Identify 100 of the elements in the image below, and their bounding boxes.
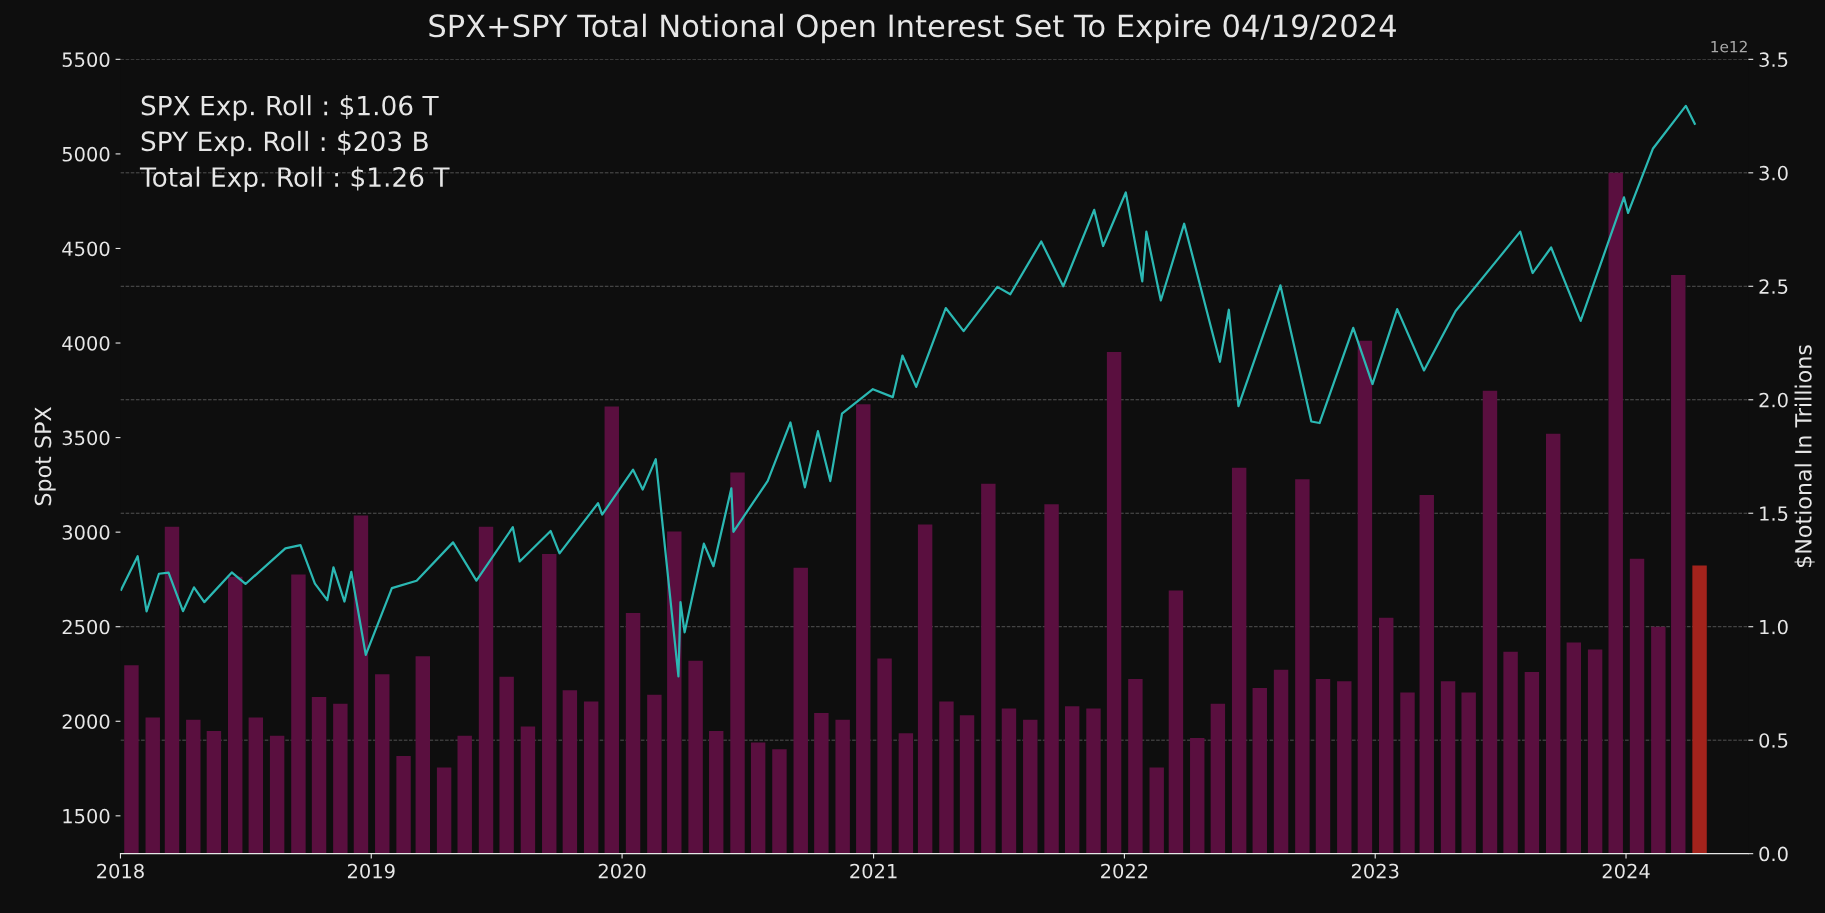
bar (164, 526, 180, 854)
bar (1651, 626, 1666, 854)
x-tick-label: 2023 (1351, 863, 1399, 879)
y-tick-label: 4000 (62, 335, 110, 351)
y-tick-label: 3500 (62, 430, 110, 446)
y-axis-title: Spot SPX (34, 407, 56, 506)
bar (542, 554, 557, 854)
bar (939, 701, 954, 854)
bar (1128, 678, 1143, 854)
bar (206, 731, 222, 854)
bar (730, 472, 745, 854)
y2-tick-label: 0.0 (1759, 846, 1788, 862)
bar (1379, 617, 1394, 854)
bar (520, 726, 536, 854)
bar (1168, 590, 1184, 854)
bar (124, 665, 139, 854)
bar (793, 567, 808, 854)
y-tick-label: 2500 (62, 619, 110, 635)
bar (186, 719, 201, 854)
bar (1086, 708, 1101, 854)
bar (457, 735, 472, 854)
annotation: SPX Exp. Roll : $1.06 T (141, 95, 439, 121)
bar (1419, 495, 1434, 854)
bar (333, 703, 348, 854)
bar (1337, 681, 1352, 854)
bar (478, 526, 494, 854)
y-tick-label: 2000 (62, 714, 110, 729)
bar (1503, 651, 1518, 854)
bar (1231, 467, 1247, 854)
bar (1190, 737, 1205, 854)
bar (1566, 642, 1582, 854)
x-tick-label: 2021 (850, 863, 897, 879)
y2-tick-label: 3.0 (1759, 165, 1788, 181)
bar (1440, 681, 1456, 854)
bar (415, 656, 431, 854)
bar (1106, 352, 1122, 854)
bar (353, 515, 369, 854)
y2-tick-label: 2.5 (1759, 279, 1788, 294)
bar (772, 749, 787, 854)
bar (1023, 719, 1038, 854)
annotation: SPY Exp. Roll : $203 B (141, 130, 428, 157)
bar (1252, 687, 1267, 854)
bar (269, 735, 285, 854)
bar (583, 701, 599, 854)
y2-tick-label: 3.5 (1759, 52, 1788, 68)
bar (1295, 479, 1310, 854)
x-tick-label: 2024 (1602, 863, 1650, 879)
y2-tick-label: 2.0 (1759, 392, 1788, 408)
y2-tick-label: 1.0 (1760, 619, 1788, 635)
bar (227, 576, 243, 854)
chart-title: SPX+SPY Total Notional Open Interest Set To Expire 04/19/2024 (429, 13, 1396, 44)
bar (814, 712, 829, 854)
bar (877, 658, 892, 854)
bar (375, 674, 390, 854)
x-tick-label: 2018 (97, 863, 144, 879)
y2-tick-label: 1.5 (1760, 506, 1788, 521)
bar (625, 613, 641, 854)
bar (667, 531, 682, 854)
bar (1545, 433, 1561, 854)
bar (1044, 504, 1059, 854)
bar (1482, 390, 1498, 854)
bar (1315, 678, 1331, 854)
bar (688, 660, 703, 854)
bar (898, 733, 914, 854)
bar (981, 483, 996, 854)
bar (959, 715, 975, 854)
y-tick-label: 1500 (63, 808, 110, 824)
bar (1357, 340, 1373, 854)
y-tick-label: 3000 (62, 525, 110, 540)
bar (604, 406, 619, 854)
bar (1149, 767, 1164, 854)
y2-tick-label: 0.5 (1759, 733, 1788, 748)
x-tick-label: 2020 (598, 863, 646, 879)
bar (1587, 649, 1603, 854)
x-tick-label: 2019 (347, 863, 395, 879)
bar (1608, 172, 1623, 854)
bar (1629, 558, 1645, 854)
bar (750, 742, 766, 854)
bar (311, 697, 327, 854)
bar (1524, 672, 1540, 854)
y-tick-label: 4500 (62, 241, 110, 257)
bar (1461, 692, 1476, 854)
bar (856, 404, 871, 854)
bar (917, 524, 933, 854)
annotation: Total Exp. Roll : $1.26 T (139, 166, 450, 193)
bar (1001, 708, 1017, 854)
bar (396, 756, 411, 854)
bar (1210, 703, 1226, 854)
bar (1671, 274, 1686, 854)
bar (709, 731, 724, 854)
bar (835, 719, 850, 854)
y2-axis-title: $Notional In Trillions (1794, 345, 1815, 568)
bar (436, 767, 452, 854)
y-tick-label: 5000 (62, 146, 110, 162)
x-tick-label: 2022 (1101, 863, 1148, 879)
y-tick-label: 5500 (62, 52, 110, 68)
bar (1273, 669, 1289, 854)
bar (145, 717, 160, 854)
bar (248, 717, 264, 854)
bar (1064, 706, 1080, 854)
